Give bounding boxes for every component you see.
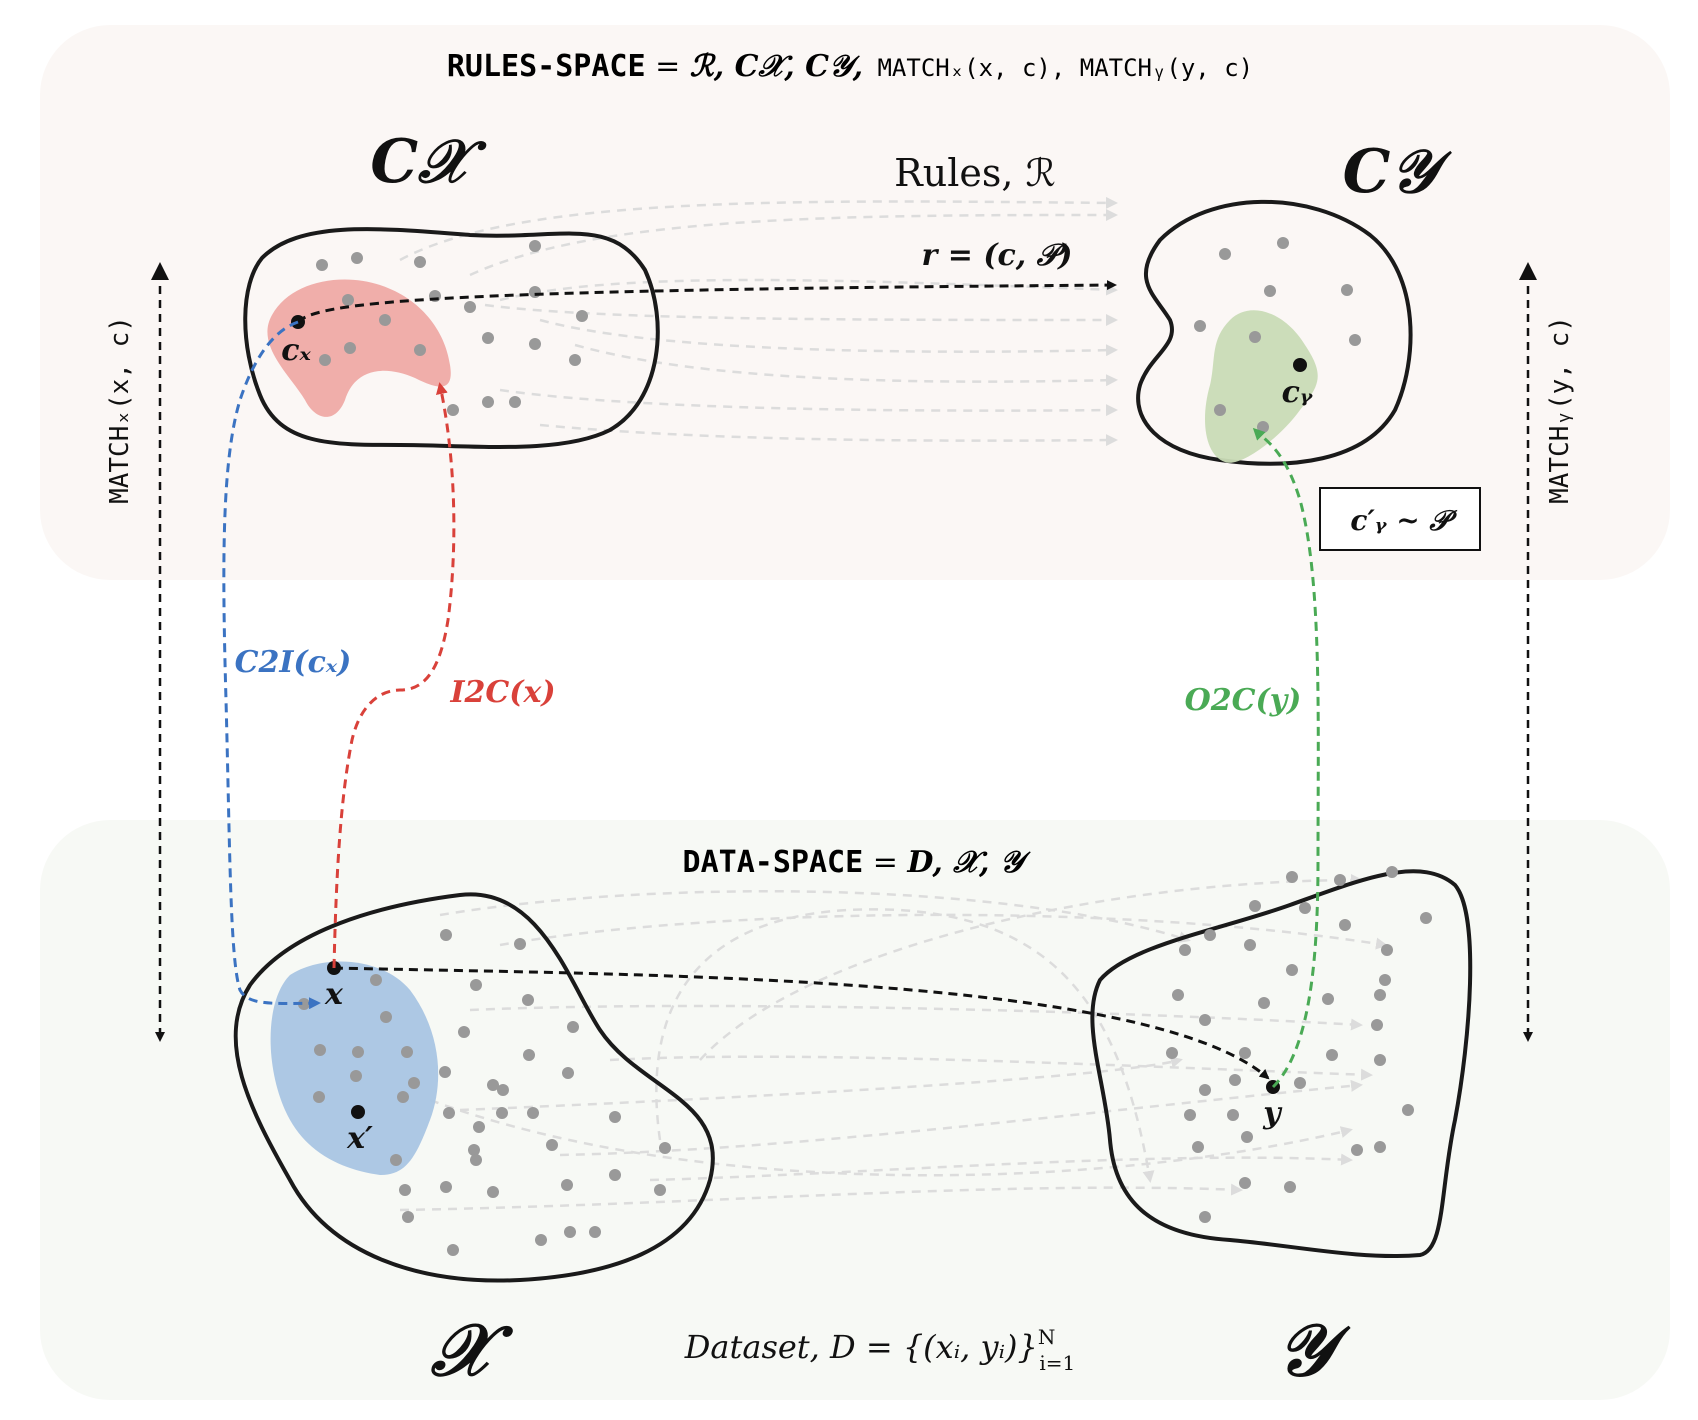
dataset-label: Dataset, D = {(xᵢ, yᵢ)}N i=1 [684, 1325, 1075, 1375]
o2c-arrow [1252, 427, 1320, 1089]
cx-set-label: C𝒳 [370, 127, 487, 197]
x-point-label: x [324, 977, 344, 1012]
o2c-label: O2C(y) [1185, 683, 1302, 718]
cx-set-region [243, 227, 660, 449]
rule-arrow [296, 280, 1117, 324]
cy-set-region [1136, 199, 1413, 466]
x-prime-point-label: x′ [346, 1121, 373, 1156]
rules-space-title: RULES-SPACE = ℛ, C𝒳, C𝒴, MATCHₓ(x, c), M… [447, 49, 1253, 84]
left-match-label: MATCHₓ(x, c) [105, 316, 135, 504]
rules-label: Rules, ℛ [894, 151, 1056, 195]
x-match-region [270, 961, 439, 1175]
x-prime-point-dot [351, 1105, 365, 1119]
ghost-data-arrows [399, 874, 1388, 1212]
cy-set-label: C𝒴 [1343, 137, 1453, 207]
rule-formula: r = (c, 𝒫) [921, 238, 1072, 273]
right-arrow-top-head [1519, 262, 1537, 280]
y-set-region [1090, 869, 1473, 1259]
cy-point-dot [1293, 358, 1307, 372]
cy-point-label: cᵧ [1282, 375, 1314, 410]
c2i-arrow [222, 320, 321, 1010]
cy-dots [1194, 237, 1361, 433]
sample-box-label: c′ᵧ ~ 𝒫 [1350, 504, 1457, 537]
i2c-arrow [332, 382, 456, 969]
y-dots [1166, 866, 1432, 1223]
data-space-title: DATA-SPACE = D, 𝒳, 𝒴 [683, 845, 1031, 880]
left-arrow-top-head [151, 262, 169, 280]
cx-point-label: cₓ [281, 333, 311, 368]
data-space-panel [40, 820, 1670, 1400]
data-pair-arrow [333, 966, 1270, 1080]
c2i-label: C2I(cₓ) [235, 645, 352, 680]
cy-match-region [1205, 310, 1318, 463]
x-dots [298, 929, 671, 1256]
x-set-region [233, 892, 715, 1283]
y-point-label: y [1262, 1096, 1283, 1131]
sample-box [1319, 487, 1481, 551]
right-match-label: MATCHᵧ(y, c) [1545, 316, 1575, 504]
i2c-label: I2C(x) [449, 675, 555, 710]
